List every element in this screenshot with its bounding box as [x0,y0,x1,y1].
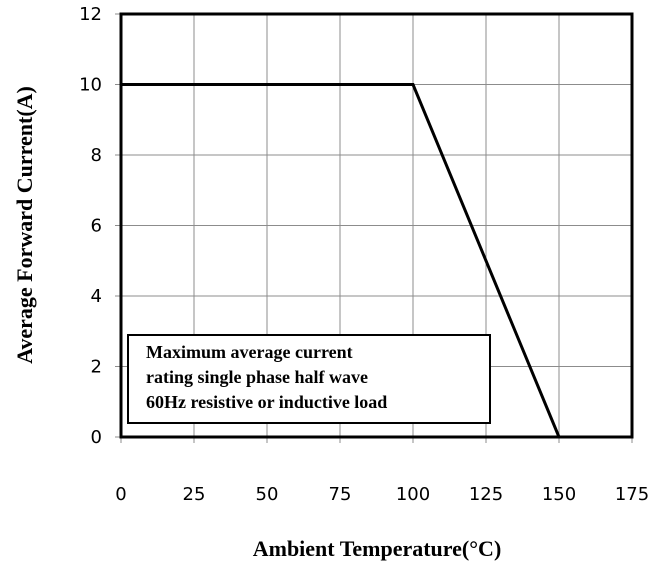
x-tick-label: 25 [183,484,206,505]
x-axis-title: Ambient Temperature(°C) [253,536,502,561]
y-tick-label: 0 [91,427,102,448]
x-tick-label: 150 [542,484,576,505]
annotation-line-3: 60Hz resistive or inductive load [146,392,387,412]
y-tick-label: 6 [91,216,102,237]
y-tick-label: 2 [91,357,102,378]
x-tick-label: 175 [615,484,649,505]
y-tick-labels: 0 2 4 6 8 10 12 [79,4,102,448]
y-tick-label: 12 [79,4,102,25]
x-tick-labels: 0 25 50 75 100 125 150 175 [115,484,649,505]
x-tick-label: 0 [115,484,126,505]
y-tick-label: 10 [79,75,102,96]
x-tick-label: 75 [329,484,352,505]
annotation-frame [127,334,491,424]
x-tick-label: 100 [396,484,430,505]
annotation-line-2: rating single phase half wave [146,367,368,387]
y-tick-label: 4 [91,286,102,307]
series-layer [121,83,561,438]
derating-curve [121,83,561,438]
plot-frame [119,12,634,439]
annotation-line-1: Maximum average current [146,342,353,362]
y-tick-label: 8 [91,145,102,166]
x-tick-label: 50 [256,484,279,505]
x-tick-label: 125 [469,484,503,505]
annotation-box: Maximum average current rating single ph… [127,334,491,424]
y-axis-title: Average Forward Current(A) [12,86,37,364]
